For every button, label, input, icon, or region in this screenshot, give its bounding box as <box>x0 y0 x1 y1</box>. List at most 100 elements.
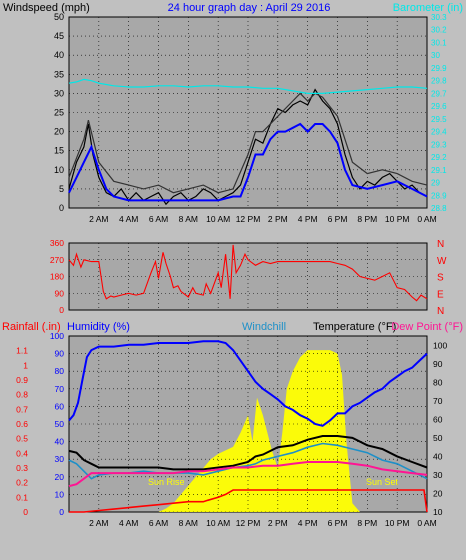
wind-tick-label: 45 <box>54 31 64 41</box>
dewpoint-label: Dew Point (°F) <box>391 321 463 333</box>
wind-x-tick-label: 2 AM <box>89 214 108 224</box>
direction-tick-label: 180 <box>50 272 64 282</box>
direction-y-ticks: 0 90 180 270 360 <box>50 238 64 315</box>
temperature-label: Temperature (°F) <box>313 321 396 333</box>
wind-tick-label: 25 <box>54 108 64 118</box>
temp-x-tick-label: 6 PM <box>328 518 348 528</box>
wind-tick-label: 0 <box>59 203 64 213</box>
wind-x-tick-label: 8 AM <box>179 214 198 224</box>
rain-tick-label: 1 <box>23 360 28 370</box>
temp-x-tick-label: 2 PM <box>268 518 288 528</box>
temp-series <box>68 340 428 513</box>
temp-panel: Rainfall (.in) Humidity (%) Windchill Te… <box>0 318 466 555</box>
chart-title: 24 hour graph day : April 29 2016 <box>168 2 331 14</box>
series-line <box>68 435 428 471</box>
barometer-tick-label: 28.8 <box>431 204 447 213</box>
wind-tick-label: 40 <box>54 50 64 60</box>
direction-plot-area <box>68 242 428 311</box>
direction-tick-label: 0 <box>59 305 64 315</box>
temp-x-tick-label: 2 AM <box>89 518 108 528</box>
wind-series <box>68 78 428 206</box>
wind-axis-label: Windspeed (mph) <box>3 2 90 14</box>
temp-tick-label: 30 <box>433 470 443 480</box>
sunset-annotation: Sun Set <box>366 477 399 487</box>
temp-x-tick-label: 8 AM <box>179 518 198 528</box>
temp-gridlines <box>69 335 428 513</box>
wind-x-tick-label: 6 AM <box>149 214 168 224</box>
wind-x-ticks: 2 AM 4 AM 6 AM 8 AM 10 AM 12 PM 2 PM 4 PM 6 PM 8 … <box>89 214 437 224</box>
rain-tick-label: 0.8 <box>16 390 28 400</box>
temp-tick-label: 90 <box>433 359 443 369</box>
series-line <box>68 122 428 202</box>
humidity-y-ticks: 0 10 20 30 40 50 60 70 80 90 100 <box>50 331 64 517</box>
rain-tick-label: 0.7 <box>16 404 28 414</box>
wind-y-ticks: 0 5 10 15 20 25 30 35 40 45 50 <box>54 12 64 213</box>
humidity-tick-label: 40 <box>55 437 65 447</box>
temp-x-tick-label: 12 PM <box>236 518 261 528</box>
humidity-tick-label: 20 <box>55 472 65 482</box>
wind-tick-label: 10 <box>54 165 64 175</box>
temp-tick-label: 20 <box>433 488 443 498</box>
compass-tick-label: N <box>437 306 444 317</box>
barometer-tick-label: 29.7 <box>431 89 447 98</box>
barometer-tick-label: 29.4 <box>431 128 447 137</box>
rain-y-ticks: 0 0.1 0.2 0.3 0.4 0.5 0.6 0.7 0.8 0.9 1 1.1 <box>16 346 28 517</box>
temp-tick-label: 40 <box>433 451 443 461</box>
temp-tick-label: 80 <box>433 377 443 387</box>
wind-x-tick-label: 12 PM <box>236 214 261 224</box>
rain-tick-label: 0.1 <box>16 492 28 502</box>
wind-tick-label: 15 <box>54 146 64 156</box>
wind-x-tick-label: 10 PM <box>385 214 410 224</box>
sunrise-annotation: Sun Rise <box>148 477 185 487</box>
series-line <box>68 88 428 206</box>
barometer-tick-label: 29.8 <box>431 77 447 86</box>
compass-tick-label: E <box>437 289 444 300</box>
rain-tick-label: 0.5 <box>16 434 28 444</box>
temp-x-tick-label: 8 PM <box>357 518 377 528</box>
wind-x-tick-label: 4 PM <box>298 214 318 224</box>
series-line <box>68 78 428 95</box>
series-line <box>68 92 428 194</box>
barometer-tick-label: 30.3 <box>431 13 447 22</box>
humidity-tick-label: 70 <box>55 384 65 394</box>
temp-tick-label: 50 <box>433 433 443 443</box>
compass-tick-label: N <box>437 239 444 250</box>
wind-x-tick-label: 10 AM <box>206 214 230 224</box>
barometer-tick-label: 29.9 <box>431 64 447 73</box>
wind-tick-label: 20 <box>54 127 64 137</box>
wind-x-tick-label: 0 AM <box>417 214 436 224</box>
series-line <box>68 461 428 488</box>
temp-x-tick-label: 6 AM <box>149 518 168 528</box>
wind-x-tick-label: 2 PM <box>268 214 288 224</box>
rain-tick-label: 0.9 <box>16 375 28 385</box>
barometer-tick-label: 29 <box>431 179 440 188</box>
wind-tick-label: 50 <box>54 12 64 22</box>
barometer-tick-label: 28.9 <box>431 191 447 200</box>
barometer-tick-label: 30.2 <box>431 26 447 35</box>
humidity-tick-label: 50 <box>55 419 65 429</box>
series-line <box>69 489 428 513</box>
temp-tick-label: 60 <box>433 414 443 424</box>
rain-tick-label: 0.4 <box>16 448 28 458</box>
humidity-axis-label: Humidity (%) <box>67 321 130 333</box>
temp-x-tick-label: 4 AM <box>119 518 138 528</box>
rain-tick-label: 0.2 <box>16 478 28 488</box>
temp-tick-label: 100 <box>433 340 447 350</box>
windchill-label: Windchill <box>242 321 286 333</box>
temp-tick-label: 70 <box>433 396 443 406</box>
direction-tick-label: 90 <box>55 288 65 298</box>
temp-x-tick-label: 10 PM <box>385 518 410 528</box>
temp-x-tick-label: 4 PM <box>298 518 318 528</box>
barometer-y-ticks: 28.8 28.9 29 29.1 29.2 29.3 29.4 29.5 29.6 29.7 29… <box>431 13 447 213</box>
humidity-tick-label: 100 <box>50 331 64 341</box>
wind-x-tick-label: 8 PM <box>357 214 377 224</box>
rain-tick-label: 0.6 <box>16 419 28 429</box>
wind-x-tick-label: 4 AM <box>119 214 138 224</box>
barometer-axis-label: Barometer (in) <box>393 2 463 14</box>
series-line <box>68 340 428 427</box>
barometer-tick-label: 29.2 <box>431 153 447 162</box>
